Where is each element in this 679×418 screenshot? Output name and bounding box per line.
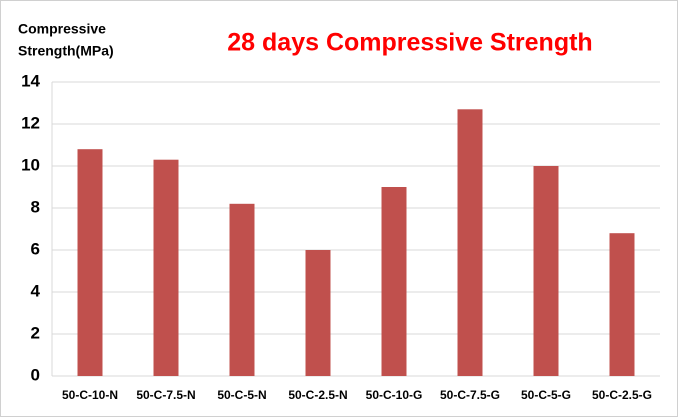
bar	[305, 250, 331, 376]
x-tick-label: 50-C-2.5-G	[592, 388, 652, 402]
y-axis-label: Strength(MPa)	[18, 43, 114, 59]
y-axis-label: Compressive	[18, 21, 106, 37]
y-tick-label: 0	[31, 365, 40, 384]
y-tick-label: 8	[31, 197, 40, 216]
y-tick-label: 2	[31, 323, 40, 342]
bar	[77, 149, 103, 376]
x-tick-label: 50-C-7.5-G	[440, 388, 500, 402]
x-tick-label: 50-C-2.5-N	[288, 388, 347, 402]
bar	[533, 166, 559, 376]
bar	[609, 233, 635, 376]
y-tick-label: 14	[21, 71, 40, 90]
x-tick-label: 50-C-7.5-N	[136, 388, 195, 402]
y-tick-label: 6	[31, 239, 40, 258]
x-tick-label: 50-C-10-G	[366, 388, 423, 402]
y-tick-label: 4	[31, 281, 41, 300]
y-tick-label: 12	[21, 113, 40, 132]
y-tick-label: 10	[21, 155, 40, 174]
x-tick-label: 50-C-5-N	[217, 388, 266, 402]
bar	[153, 159, 179, 376]
x-tick-label: 50-C-5-G	[521, 388, 571, 402]
bar	[229, 203, 255, 376]
chart-title: 28 days Compressive Strength	[227, 29, 592, 57]
bar	[381, 187, 407, 376]
x-tick-label: 50-C-10-N	[62, 388, 118, 402]
bar	[457, 109, 483, 377]
